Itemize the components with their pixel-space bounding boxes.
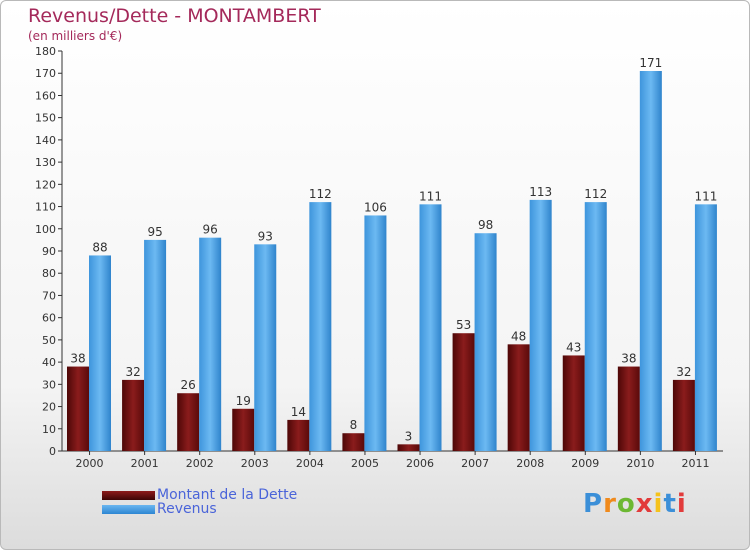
revenue-data-label: 112 bbox=[309, 187, 332, 201]
debt-bar bbox=[342, 433, 365, 451]
x-tick-label: 2010 bbox=[626, 457, 654, 470]
y-tick-label: 90 bbox=[42, 245, 56, 258]
revenue-data-label: 106 bbox=[364, 200, 387, 214]
debt-data-label: 38 bbox=[621, 352, 636, 366]
legend-item-dette: Montant de la Dette bbox=[102, 487, 297, 503]
revenue-data-label: 98 bbox=[478, 218, 493, 232]
revenue-bar bbox=[694, 204, 717, 451]
revenue-data-label: 93 bbox=[258, 229, 273, 243]
revenue-bar bbox=[529, 199, 552, 451]
revenue-data-label: 112 bbox=[584, 187, 607, 201]
revenue-bar bbox=[364, 215, 387, 451]
debt-data-label: 32 bbox=[125, 365, 140, 379]
revenue-bar bbox=[309, 202, 332, 451]
debt-data-label: 53 bbox=[456, 318, 471, 332]
debt-bar bbox=[507, 344, 530, 451]
y-tick-label: 70 bbox=[42, 289, 56, 302]
x-tick-label: 2011 bbox=[681, 457, 709, 470]
logo-letter: P bbox=[583, 489, 604, 519]
revenue-data-label: 88 bbox=[92, 240, 107, 254]
y-tick-label: 80 bbox=[42, 267, 56, 280]
revenue-data-label: 96 bbox=[203, 223, 218, 237]
y-tick-label: 10 bbox=[42, 423, 56, 436]
revenue-data-label: 95 bbox=[147, 225, 162, 239]
y-tick-label: 0 bbox=[49, 445, 56, 458]
legend-item-revenus: Revenus bbox=[102, 501, 217, 517]
debt-bar bbox=[232, 408, 255, 451]
y-tick-label: 130 bbox=[35, 156, 56, 169]
logo-letter: i bbox=[676, 489, 687, 519]
y-tick-label: 30 bbox=[42, 378, 56, 391]
revenue-bar bbox=[419, 204, 442, 451]
debt-bar bbox=[122, 379, 145, 451]
y-tick-label: 120 bbox=[35, 178, 56, 191]
x-tick-label: 2006 bbox=[406, 457, 434, 470]
revenue-bar bbox=[144, 239, 167, 451]
chart-subtitle: (en milliers d'€) bbox=[28, 29, 123, 43]
debt-bar bbox=[562, 355, 585, 451]
proxiti-logo: Proxiti bbox=[583, 489, 687, 519]
revenue-bar bbox=[89, 255, 111, 451]
debt-data-label: 43 bbox=[566, 340, 581, 354]
legend-swatch-revenus bbox=[102, 504, 155, 514]
legend-label-revenus: Revenus bbox=[157, 501, 217, 517]
x-tick-label: 2002 bbox=[186, 457, 214, 470]
revenue-bar bbox=[199, 237, 222, 451]
y-tick-label: 160 bbox=[35, 89, 56, 102]
revenue-bar bbox=[474, 233, 497, 451]
debt-data-label: 26 bbox=[181, 378, 196, 392]
x-tick-label: 2001 bbox=[131, 457, 159, 470]
revenue-data-label: 113 bbox=[529, 185, 552, 199]
debt-bar bbox=[287, 419, 310, 451]
debt-data-label: 19 bbox=[236, 394, 251, 408]
debt-bar bbox=[67, 366, 89, 451]
debt-data-label: 3 bbox=[405, 429, 413, 443]
debt-data-label: 8 bbox=[350, 418, 358, 432]
revenue-data-label: 111 bbox=[694, 189, 717, 203]
revenue-data-label: 171 bbox=[639, 56, 662, 70]
chart-title: Revenus/Dette - MONTAMBERT bbox=[28, 5, 321, 27]
x-tick-label: 2000 bbox=[76, 457, 104, 470]
debt-bar bbox=[672, 379, 695, 451]
x-tick-label: 2009 bbox=[571, 457, 599, 470]
x-tick-label: 2008 bbox=[516, 457, 544, 470]
x-tick-label: 2007 bbox=[461, 457, 489, 470]
y-tick-label: 150 bbox=[35, 112, 56, 125]
logo-letter: i bbox=[653, 489, 664, 519]
y-tick-label: 180 bbox=[35, 45, 56, 58]
legend-label-dette: Montant de la Dette bbox=[157, 487, 298, 503]
debt-data-label: 48 bbox=[511, 329, 526, 343]
revenue-bar bbox=[584, 202, 607, 451]
x-tick-label: 2004 bbox=[296, 457, 324, 470]
logo-letter: r bbox=[603, 489, 617, 519]
revenue-data-label: 111 bbox=[419, 189, 442, 203]
debt-bar bbox=[177, 393, 200, 451]
legend-swatch-dette bbox=[102, 490, 155, 500]
revenue-bar bbox=[254, 244, 277, 451]
debt-bar bbox=[452, 333, 475, 451]
y-tick-label: 20 bbox=[42, 401, 56, 414]
y-tick-label: 40 bbox=[42, 356, 56, 369]
logo-letter: o bbox=[616, 489, 636, 519]
y-tick-label: 50 bbox=[42, 334, 56, 347]
y-tick-label: 110 bbox=[35, 201, 56, 214]
y-tick-label: 170 bbox=[35, 67, 56, 80]
x-tick-label: 2005 bbox=[351, 457, 379, 470]
debt-data-label: 38 bbox=[70, 352, 85, 366]
logo-letter: x bbox=[635, 489, 654, 519]
debt-data-label: 14 bbox=[291, 405, 306, 419]
x-tick-label: 2003 bbox=[241, 457, 269, 470]
debt-bar bbox=[617, 366, 640, 451]
y-tick-label: 140 bbox=[35, 134, 56, 147]
y-tick-label: 60 bbox=[42, 312, 56, 325]
revenue-bar bbox=[639, 71, 662, 451]
y-tick-label: 100 bbox=[35, 223, 56, 236]
logo-letter: t bbox=[663, 489, 677, 519]
debt-bar bbox=[397, 444, 420, 451]
debt-data-label: 32 bbox=[676, 365, 691, 379]
